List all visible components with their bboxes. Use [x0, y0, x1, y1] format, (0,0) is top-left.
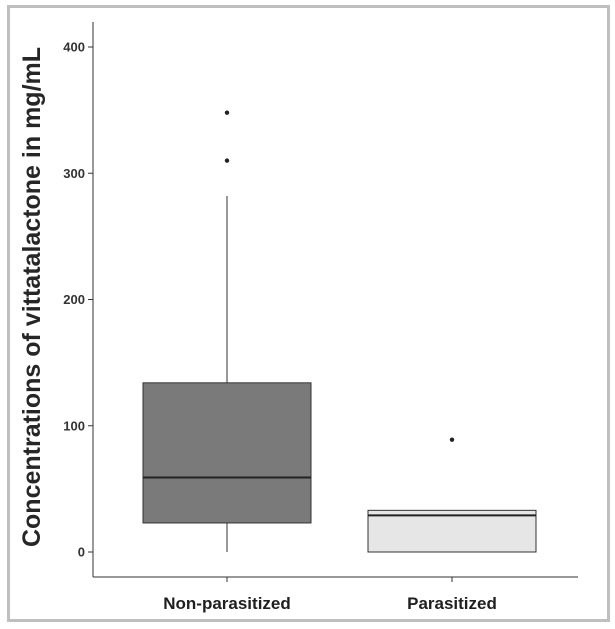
- x-tick-label: Non-parasitized: [163, 594, 291, 613]
- y-axis: 0 100 200 300 400: [63, 22, 94, 577]
- y-tick-label: 200: [63, 292, 85, 307]
- box-group: [367, 437, 537, 553]
- box: [367, 509, 537, 553]
- outlier-point: [224, 158, 230, 163]
- boxes: [142, 110, 537, 553]
- y-tick-label: 400: [63, 40, 85, 55]
- x-axis: Non-parasitized Parasitized: [93, 576, 578, 613]
- outlier-point: [224, 110, 230, 115]
- y-tick-label: 100: [63, 418, 85, 433]
- x-tick-label: Parasitized: [407, 594, 497, 613]
- outlier-point: [449, 437, 455, 442]
- y-axis-title: Concentrations of vittatalactone in mg/m…: [18, 47, 46, 547]
- box: [142, 382, 312, 524]
- y-tick-label: 300: [63, 166, 85, 181]
- y-tick-label: 0: [78, 545, 85, 560]
- box-group: [142, 110, 312, 552]
